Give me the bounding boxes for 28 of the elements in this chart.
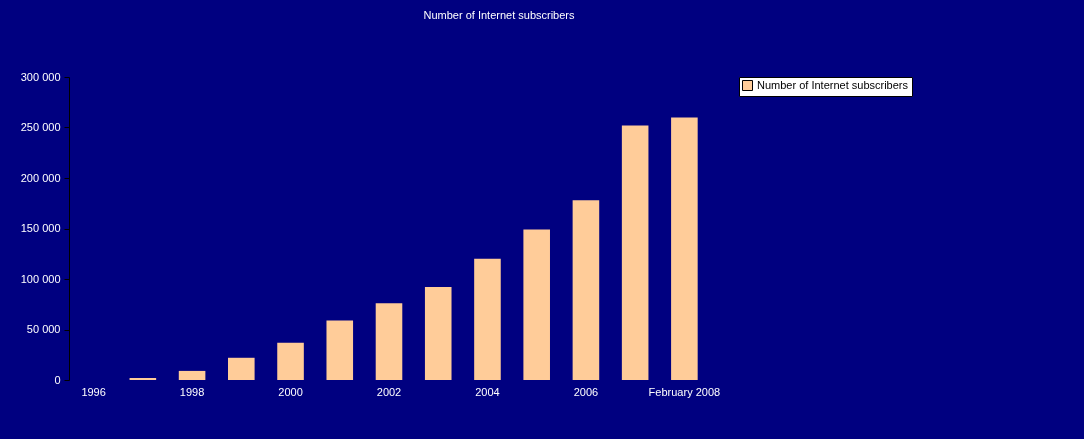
x-tick-label: 1996 bbox=[81, 385, 106, 398]
y-tick-label: 150 000 bbox=[20, 222, 61, 234]
x-tick-label: 2004 bbox=[475, 385, 500, 398]
x-tick-label: 2000 bbox=[278, 385, 303, 398]
bar bbox=[129, 377, 157, 380]
chart-title: Number of Internet subscribers bbox=[423, 9, 575, 21]
bar bbox=[621, 125, 649, 380]
y-tick-label: 200 000 bbox=[20, 171, 61, 184]
y-tick-label: 250 000 bbox=[20, 121, 61, 133]
bar bbox=[178, 370, 206, 380]
y-tick-label: 100 000 bbox=[20, 272, 61, 285]
x-tick-label: 2006 bbox=[573, 385, 599, 398]
bar bbox=[523, 229, 550, 380]
bar bbox=[228, 357, 255, 380]
x-tick-label: 2002 bbox=[376, 385, 402, 398]
bar bbox=[572, 200, 600, 380]
y-tick-label: 300 000 bbox=[20, 70, 61, 83]
bar bbox=[424, 287, 452, 380]
x-tick-label: February 2008 bbox=[648, 385, 721, 398]
bar bbox=[326, 320, 354, 380]
bar bbox=[671, 117, 698, 380]
y-tick-label: 0 bbox=[54, 373, 61, 386]
bar bbox=[277, 342, 304, 380]
y-tick-label: 50 000 bbox=[26, 323, 61, 335]
legend-label: Number of Internet subscribers bbox=[757, 78, 909, 91]
bar bbox=[375, 303, 403, 380]
x-tick-label: 1998 bbox=[179, 385, 205, 398]
bar bbox=[474, 258, 501, 380]
